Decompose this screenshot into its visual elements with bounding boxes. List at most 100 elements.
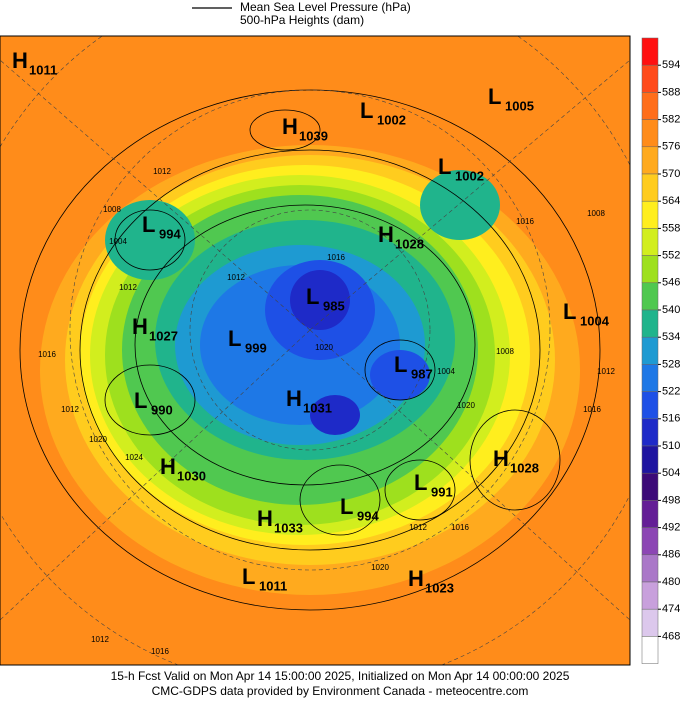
center-kind: L xyxy=(134,388,147,413)
tick-label: 498 xyxy=(662,494,680,506)
center-kind: H xyxy=(493,446,509,471)
contour-label: 1024 xyxy=(125,453,143,462)
color-box xyxy=(641,391,659,420)
center-kind: L xyxy=(438,154,451,179)
color-box xyxy=(641,173,659,202)
tick-label: 576 xyxy=(662,141,680,153)
center-kind: L xyxy=(142,212,155,237)
footer-text: 15-h Fcst Valid on Mon Apr 14 15:00:00 2… xyxy=(111,669,570,683)
center-value: 985 xyxy=(323,298,345,313)
tick-label: 504 xyxy=(662,467,680,479)
field-552 xyxy=(105,200,195,280)
field-528 xyxy=(290,270,350,330)
color-box xyxy=(641,64,659,93)
center-kind: L xyxy=(340,494,353,519)
contour-label: 1008 xyxy=(496,347,514,356)
tick-label: 510 xyxy=(662,440,680,452)
center-kind: H xyxy=(378,222,394,247)
color-box xyxy=(641,500,659,528)
center-kind: H xyxy=(282,114,298,139)
center-value: 994 xyxy=(357,508,379,523)
contour-label: 1016 xyxy=(516,217,534,226)
center-kind: L xyxy=(306,284,319,309)
color-box xyxy=(641,282,659,311)
tick-label: 534 xyxy=(662,331,680,343)
tick-label: 564 xyxy=(662,195,680,207)
tick-label: 588 xyxy=(662,86,680,98)
center-value: 1023 xyxy=(425,580,454,595)
map-frame xyxy=(0,35,631,666)
contour-label: 1012 xyxy=(91,635,109,644)
contour-label: 1008 xyxy=(587,209,605,218)
color-box xyxy=(641,119,659,148)
color-box xyxy=(641,554,659,583)
tick-label: 492 xyxy=(662,522,680,534)
color-box xyxy=(641,200,659,229)
center-kind: L xyxy=(228,326,241,351)
center-kind: H xyxy=(160,454,176,479)
center-value: 1005 xyxy=(505,98,534,113)
contour-label: 1016 xyxy=(451,523,469,532)
center-value: 1004 xyxy=(580,313,610,328)
map xyxy=(0,36,630,665)
tick-label: 474 xyxy=(662,603,680,615)
color-box xyxy=(641,255,659,284)
contour-label: 1016 xyxy=(327,253,345,262)
center-value: 1039 xyxy=(299,128,328,143)
color-box xyxy=(641,309,659,338)
contour-label: 1012 xyxy=(597,367,615,376)
contour-label: 1012 xyxy=(61,405,79,414)
contour-label: 1016 xyxy=(151,647,169,656)
color-box xyxy=(641,146,659,175)
contour-label: 1012 xyxy=(119,283,137,292)
tick-label: 528 xyxy=(662,358,680,370)
center-kind: L xyxy=(414,470,427,495)
tick-label: 522 xyxy=(662,386,680,398)
field-528 xyxy=(310,395,360,435)
tick-label: 552 xyxy=(662,250,680,262)
center-value: 1028 xyxy=(395,236,424,251)
tick-label: 546 xyxy=(662,277,680,289)
contour-label: 1008 xyxy=(103,205,121,214)
center-value: 1028 xyxy=(510,460,539,475)
center-value: 987 xyxy=(411,366,433,381)
center-value: 999 xyxy=(245,340,267,355)
center-value: 1030 xyxy=(177,468,206,483)
tick-label: 594 xyxy=(662,59,680,71)
graticule xyxy=(0,36,630,665)
contour-label: 1016 xyxy=(38,350,56,359)
center-kind: H xyxy=(132,314,148,339)
center-value: 1011 xyxy=(259,578,287,593)
contour-label: 1004 xyxy=(109,237,127,246)
center-kind: L xyxy=(394,352,407,377)
contour-label: 1016 xyxy=(583,405,601,414)
contour-label: 1020 xyxy=(457,401,475,410)
contour-label: 1020 xyxy=(89,435,107,444)
center-value: 1011 xyxy=(29,62,57,77)
footer-text: CMC-GDPS data provided by Environment Ca… xyxy=(152,684,529,698)
tick-label: 582 xyxy=(662,114,680,126)
color-box xyxy=(641,228,659,256)
center-value: 994 xyxy=(159,226,181,241)
contour-label: 1020 xyxy=(371,563,389,572)
center-kind: H xyxy=(408,566,424,591)
center-value: 1031 xyxy=(303,400,332,415)
color-box xyxy=(641,636,659,664)
center-value: 1027 xyxy=(149,328,178,343)
color-box xyxy=(641,527,659,556)
field-534 xyxy=(370,350,430,400)
color-box xyxy=(641,92,659,120)
center-value: 991 xyxy=(431,484,453,499)
color-box xyxy=(641,364,659,392)
legend-text: 500-hPa Heights (dam) xyxy=(240,13,364,27)
contour-label: 1012 xyxy=(227,273,245,282)
center-value: 1002 xyxy=(377,112,406,127)
center-kind: L xyxy=(242,564,255,589)
color-box xyxy=(641,608,659,637)
tick-label: 540 xyxy=(662,304,680,316)
center-value: 1002 xyxy=(455,168,484,183)
color-box xyxy=(641,37,659,66)
contour-label: 1004 xyxy=(437,367,455,376)
color-box xyxy=(641,336,659,365)
